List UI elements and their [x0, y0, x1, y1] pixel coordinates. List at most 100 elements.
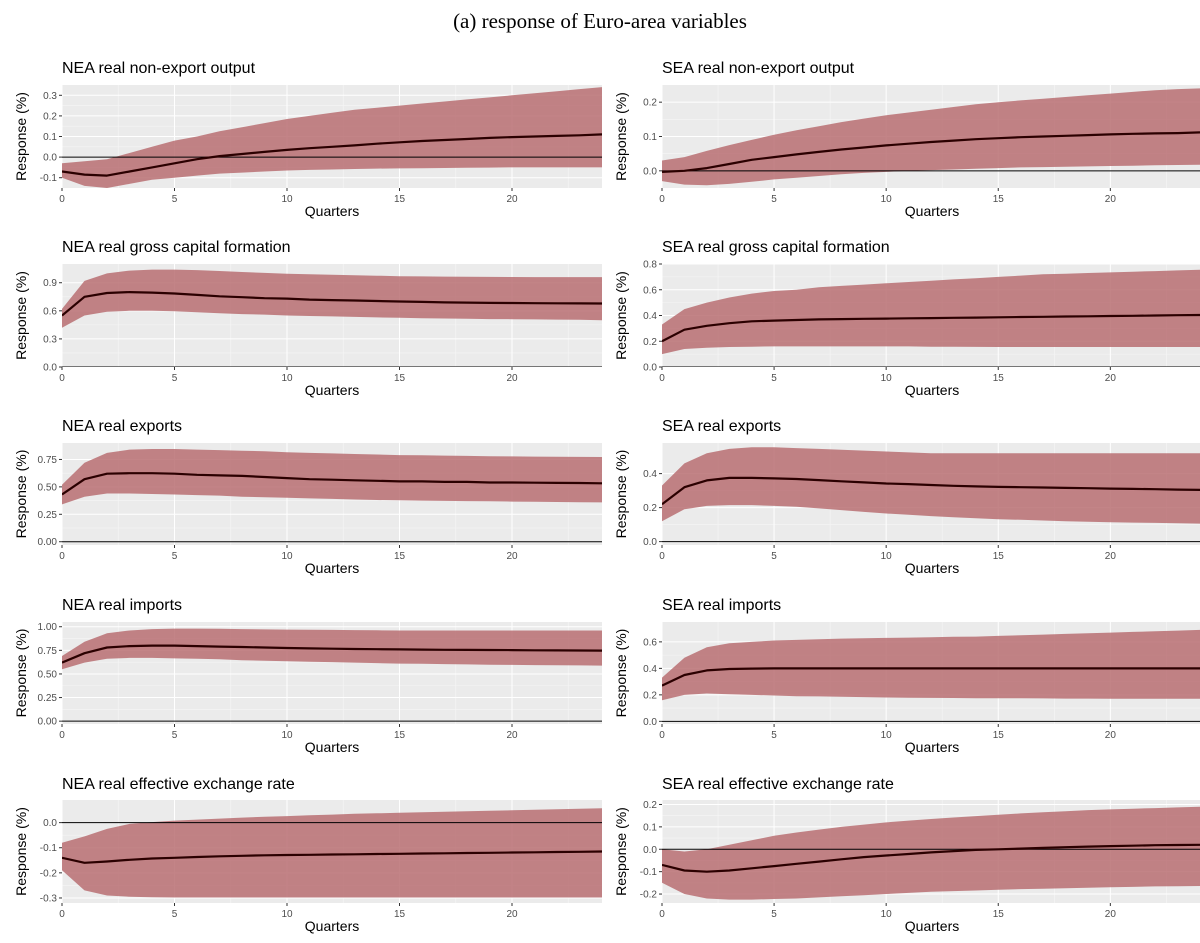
panel-1-ytick-label: 0.3 [43, 91, 57, 102]
panel-8-ylabel: Response (%) [613, 629, 629, 718]
panel-10-ytick-label: 0.1 [643, 822, 657, 833]
panel-10: SEA real effective exchange rate -0.2 -0.1… [613, 776, 1200, 934]
panel-6-xtick-label: 20 [1105, 551, 1117, 562]
panel-8-xtick-label: 10 [881, 730, 893, 741]
panel-2-confidence-band [662, 88, 1200, 186]
panel-6-median-line [662, 476, 1200, 506]
panel-5-ytick-label: 0.00 [38, 537, 58, 548]
panel-9-ytick-label: 0.0 [43, 818, 57, 829]
panel-10-ytick-label: -0.1 [640, 867, 658, 878]
panel-6-xtick-label: 10 [881, 551, 893, 562]
panel-7-xlabel: Quarters [305, 739, 359, 755]
panel-7-plot [62, 628, 602, 722]
panel-7-ytick-label: 0.50 [38, 669, 58, 680]
panel-3-xtick-label: 0 [59, 373, 65, 384]
panel-1-ylabel: Response (%) [13, 92, 29, 181]
panel-5-plot [62, 449, 602, 543]
panel-10-xtick-label: 20 [1105, 909, 1117, 920]
panel-10-title: SEA real effective exchange rate [662, 776, 894, 793]
panel-1-ytick-label: 0.1 [43, 132, 57, 143]
panel-4-xtick-label: 5 [771, 373, 777, 384]
panel-5-xlabel: Quarters [305, 560, 359, 576]
panel-4-ytick-label: 0.2 [643, 337, 657, 348]
panel-1-xtick-label: 5 [172, 194, 178, 205]
panel-2-xtick-label: 20 [1105, 194, 1117, 205]
panel-7-xtick-label: 10 [281, 730, 293, 741]
panel-7: NEA real imports 0.00 0.25 0.50 0.75 1.00 0 5 10… [13, 597, 602, 755]
panel-9-ytick-label: -0.2 [40, 868, 58, 879]
panel-6-xtick-label: 5 [771, 551, 777, 562]
panel-5-confidence-band [62, 449, 602, 505]
panel-5-title: NEA real exports [62, 418, 182, 435]
panel-10-xtick-label: 15 [993, 909, 1005, 920]
panel-4-xtick-label: 10 [881, 373, 893, 384]
panel-9-ylabel: Response (%) [13, 807, 29, 896]
panel-4-ytick-label: 0.6 [643, 285, 657, 296]
panel-8-title: SEA real imports [662, 597, 781, 614]
panel-3-title: NEA real gross capital formation [62, 239, 291, 256]
panel-7-ytick-label: 0.75 [38, 646, 58, 657]
panel-2-ylabel: Response (%) [613, 92, 629, 181]
panel-1-ytick-label: 0.2 [43, 111, 57, 122]
panel-6-xtick-label: 15 [993, 551, 1005, 562]
panel-1-xtick-label: 0 [59, 194, 65, 205]
panel-5-median-line [62, 472, 602, 496]
panel-3: NEA real gross capital formation 0.0 0.3 0.… [13, 239, 602, 398]
panel-2-plot [662, 88, 1200, 186]
panel-8-xtick-label: 0 [659, 730, 665, 741]
panel-2-xtick-label: 15 [993, 194, 1005, 205]
panel-4-confidence-band [662, 269, 1200, 355]
panel-3-xlabel: Quarters [305, 382, 359, 398]
panel-8: SEA real imports 0.0 0.2 0.4 0.6 0 5 10 15 20 Quar… [613, 597, 1200, 755]
panel-5-xtick-label: 15 [394, 551, 406, 562]
panel-5-ytick-label: 0.50 [38, 482, 58, 493]
panel-2-median-line [662, 131, 1200, 173]
panel-6-ytick-label: 0.2 [643, 503, 657, 514]
panel-7-ytick-label: 0.00 [38, 717, 58, 728]
panel-1-xtick-label: 20 [506, 194, 518, 205]
panel-9-plot [62, 808, 602, 898]
panel-3-xtick-label: 15 [394, 373, 406, 384]
panel-1-xtick-label: 15 [394, 194, 406, 205]
panel-3-confidence-band [62, 269, 602, 328]
panel-9: NEA real effective exchange rate -0.3 -0.2… [13, 776, 602, 934]
panel-10-plot [662, 806, 1200, 900]
panel-2-title: SEA real non-export output [662, 60, 855, 77]
panel-6-ytick-label: 0.0 [643, 537, 657, 548]
panel-3-ytick-label: 0.6 [43, 306, 57, 317]
panel-6-plot [662, 447, 1200, 543]
panel-4-plot [662, 269, 1200, 367]
panel-2-ytick-label: 0.2 [643, 98, 657, 109]
panel-2-ytick-label: 0.0 [643, 166, 657, 177]
panel-8-xtick-label: 15 [993, 730, 1005, 741]
panel-1-xtick-label: 10 [281, 194, 293, 205]
panel-1-confidence-band [62, 87, 602, 188]
panel-8-ytick-label: 0.0 [643, 717, 657, 728]
panel-9-xtick-label: 5 [172, 909, 178, 920]
panel-8-xtick-label: 5 [771, 730, 777, 741]
panel-6: SEA real exports 0.0 0.2 0.4 0 5 10 15 20 Quarter… [613, 418, 1200, 576]
panel-10-ylabel: Response (%) [613, 807, 629, 896]
panel-9-xtick-label: 0 [59, 909, 65, 920]
panel-2-xtick-label: 5 [771, 194, 777, 205]
panel-1-xlabel: Quarters [305, 203, 359, 219]
figure-title: (a) response of Euro-area variables [453, 9, 747, 33]
panel-9-xtick-label: 20 [506, 909, 518, 920]
panel-9-xtick-label: 10 [281, 909, 293, 920]
panel-7-xtick-label: 15 [394, 730, 406, 741]
panel-3-xtick-label: 5 [172, 373, 178, 384]
panel-9-confidence-band [62, 808, 602, 898]
panel-2-xtick-label: 10 [881, 194, 893, 205]
panel-1-median-line [62, 133, 602, 177]
panel-4-xtick-label: 0 [659, 373, 665, 384]
panel-3-xtick-label: 20 [506, 373, 518, 384]
panel-7-ylabel: Response (%) [13, 629, 29, 718]
panel-9-xlabel: Quarters [305, 918, 359, 934]
panel-10-xtick-label: 0 [659, 909, 665, 920]
panel-4-ylabel: Response (%) [613, 271, 629, 360]
panel-10-ytick-label: 0.0 [643, 845, 657, 856]
panel-2-ytick-label: 0.1 [643, 132, 657, 143]
panel-4: SEA real gross capital formation 0.0 0.2 0.… [613, 239, 1200, 398]
panel-5-ytick-label: 0.25 [38, 510, 58, 521]
